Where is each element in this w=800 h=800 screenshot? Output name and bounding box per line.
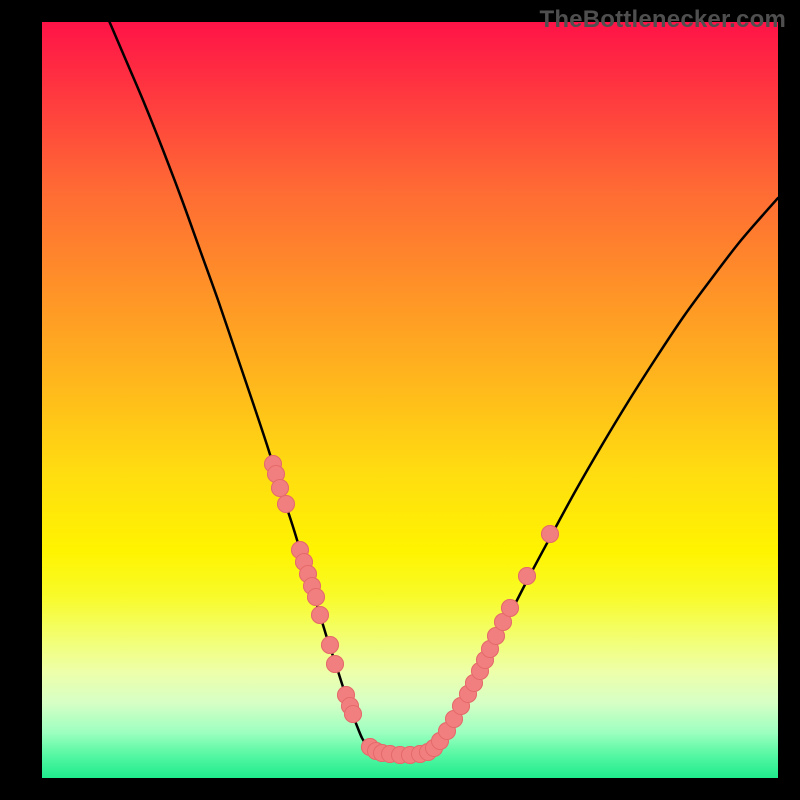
plot-area [42, 22, 778, 778]
scatter-marker [307, 588, 325, 606]
scatter-marker [326, 655, 344, 673]
marker-layer [42, 22, 778, 778]
scatter-marker [277, 495, 295, 513]
scatter-marker [321, 636, 339, 654]
scatter-marker [518, 567, 536, 585]
watermark: TheBottlenecker.com [539, 6, 786, 34]
scatter-marker [501, 599, 519, 617]
scatter-marker [344, 705, 362, 723]
scatter-marker [311, 606, 329, 624]
scatter-marker [541, 525, 559, 543]
